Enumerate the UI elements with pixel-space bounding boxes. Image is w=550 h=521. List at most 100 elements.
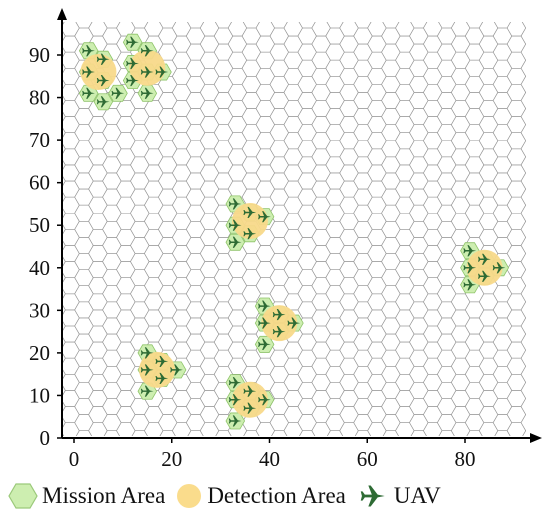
grid-hexagon <box>535 52 550 68</box>
grid-hexagon <box>339 390 359 407</box>
grid-hexagon <box>102 27 122 45</box>
grid-hexagon <box>74 365 94 383</box>
grid-hexagon <box>492 382 513 399</box>
grid-hexagon <box>74 108 94 125</box>
grid-hexagon <box>269 221 289 238</box>
grid-hexagon <box>200 455 219 471</box>
grid-hexagon <box>116 406 136 423</box>
grid-hexagon <box>423 22 443 37</box>
grid-hexagon <box>492 59 513 77</box>
grid-hexagon <box>493 447 512 463</box>
grid-hexagon <box>186 447 205 463</box>
grid-hexagon <box>423 148 443 166</box>
grid-hexagon <box>464 221 485 238</box>
grid-hexagon <box>325 333 345 351</box>
grid-hexagon <box>311 180 331 198</box>
grid-hexagon <box>185 414 206 432</box>
grid-hexagon <box>506 67 526 85</box>
grid-hexagon <box>199 164 220 182</box>
grid-hexagon <box>520 27 526 45</box>
grid-hexagon <box>353 76 373 93</box>
grid-hexagon <box>520 301 526 319</box>
grid-hexagon <box>269 108 289 125</box>
grid-hexagon <box>340 439 359 455</box>
grid-hexagon <box>74 333 94 351</box>
grid-hexagon <box>367 132 387 150</box>
grid-hexagon <box>298 447 317 463</box>
grid-hexagon <box>506 357 526 375</box>
grid-hexagon <box>423 51 443 69</box>
grid-hexagon <box>199 357 220 375</box>
grid-hexagon <box>74 398 94 415</box>
grid-hexagon <box>535 36 550 52</box>
grid-hexagon <box>63 116 80 133</box>
grid-hexagon <box>492 301 513 319</box>
grid-hexagon <box>520 188 526 206</box>
grid-hexagon <box>325 124 345 142</box>
grid-hexagon <box>353 27 373 45</box>
grid-hexagon <box>297 237 317 254</box>
grid-hexagon <box>381 285 401 303</box>
grid-hexagon <box>325 172 345 190</box>
grid-hexagon <box>102 398 122 415</box>
grid-hexagon <box>185 76 206 93</box>
grid-hexagon <box>423 132 443 150</box>
legend-item-detection-area: Detection Area <box>175 482 346 510</box>
grid-hexagon <box>520 59 526 77</box>
grid-hexagon <box>325 285 345 303</box>
grid-hexagon <box>88 229 108 246</box>
grid-hexagon <box>423 422 443 436</box>
detection-area-circle <box>139 351 176 388</box>
grid-hexagon <box>199 148 220 166</box>
grid-hexagon <box>450 374 471 391</box>
grid-hexagon <box>116 261 136 278</box>
grid-hexagon <box>492 221 513 238</box>
grid-hexagon <box>381 269 401 287</box>
grid-hexagon <box>241 188 261 206</box>
grid-hexagon <box>185 108 206 125</box>
grid-hexagon <box>171 164 192 182</box>
grid-hexagon <box>353 221 373 238</box>
grid-hexagon <box>437 237 457 254</box>
grid-hexagon <box>270 22 288 29</box>
grid-hexagon <box>450 132 471 150</box>
grid-hexagon <box>199 245 220 262</box>
grid-hexagon <box>63 422 80 436</box>
grid-hexagon <box>423 245 443 262</box>
grid-hexagon <box>437 253 457 270</box>
grid-hexagon <box>158 188 178 206</box>
grid-hexagon <box>520 382 526 399</box>
grid-hexagon <box>395 212 415 230</box>
grid-hexagon <box>340 4 359 20</box>
grid-hexagon <box>311 390 331 407</box>
grid-hexagon <box>102 269 122 287</box>
grid-hexagon <box>88 325 108 343</box>
grid-hexagon <box>325 237 345 254</box>
grid-hexagon <box>213 253 234 270</box>
grid-hexagon <box>171 341 192 359</box>
grid-hexagon <box>63 277 80 295</box>
grid-hexagon <box>381 43 401 61</box>
grid-hexagon <box>63 148 80 166</box>
grid-hexagon <box>409 221 429 238</box>
grid-hexagon <box>478 357 499 375</box>
uav-marker <box>82 66 95 78</box>
grid-hexagon <box>423 277 443 295</box>
grid-hexagon <box>381 108 401 125</box>
uav-marker <box>228 415 242 427</box>
grid-hexagon <box>339 325 359 343</box>
grid-hexagon <box>255 35 275 53</box>
grid-hexagon <box>367 35 387 53</box>
grid-hexagon <box>199 51 220 69</box>
grid-hexagon <box>102 156 122 174</box>
grid-hexagon <box>353 382 373 399</box>
grid-hexagon <box>409 27 429 45</box>
grid-hexagon <box>395 67 415 85</box>
legend: Mission Area Detection Area UAV <box>8 476 548 516</box>
grid-hexagon <box>409 301 429 319</box>
grid-hexagon <box>326 463 345 476</box>
grid-hexagon <box>325 301 345 319</box>
grid-hexagon <box>395 229 415 246</box>
grid-hexagon <box>437 382 457 399</box>
grid-hexagon <box>89 439 108 455</box>
